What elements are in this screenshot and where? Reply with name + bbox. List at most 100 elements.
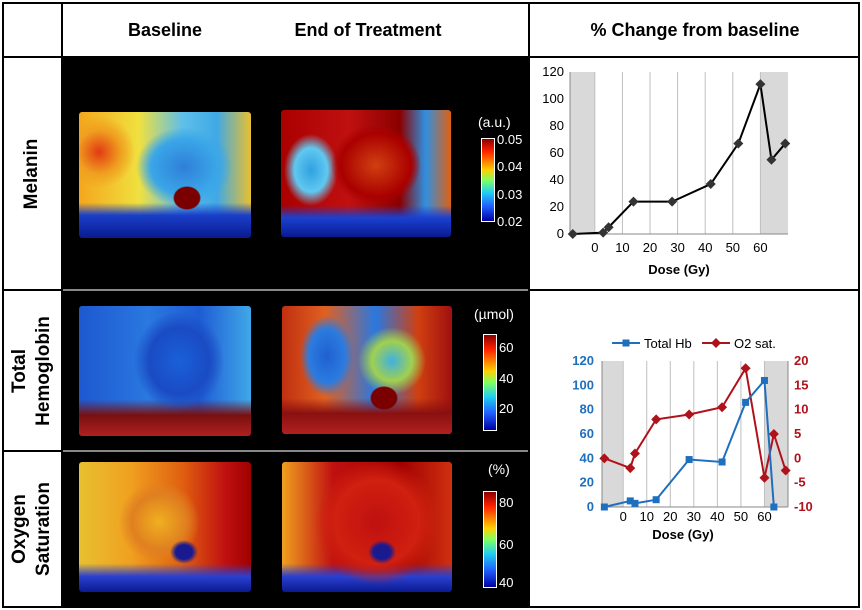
- shaded-region: [570, 72, 595, 234]
- o2-data-point: [717, 402, 728, 413]
- hb-data-point: [631, 499, 639, 507]
- hb-o2-pct-change-chart: 0 20 40 60 80 100 120 -10 -5 0 5 10 15 20 0 10 20 30 40 50 6…: [572, 336, 813, 542]
- legend-marker-hb: [622, 339, 630, 347]
- hb-data-point: [770, 503, 778, 511]
- y-tick-label: 120: [542, 64, 564, 79]
- o2-data-point: [780, 465, 791, 476]
- x-tick-label: 50: [726, 240, 740, 255]
- oxygen-baseline-map: [79, 462, 251, 592]
- x-tick-label: 60: [757, 509, 771, 524]
- x-tick-label: 0: [591, 240, 598, 255]
- o2-data-point: [625, 463, 636, 474]
- o2-data-point: [684, 409, 695, 420]
- melanin-colorbar: [481, 138, 495, 222]
- y-tick-label-left: 60: [580, 426, 594, 441]
- y-tick-label-left: 80: [580, 402, 594, 417]
- corner-cell: [2, 2, 63, 58]
- hemoglobin-colorbar-unit: (µmol): [474, 306, 514, 322]
- hb-data-point: [685, 456, 693, 464]
- hb-data-point: [742, 398, 750, 406]
- data-point: [755, 79, 766, 90]
- y-tick-label-left: 40: [580, 450, 594, 465]
- oxygen-colorbar-tick: 80: [499, 495, 514, 510]
- row-label-hemoglobin: Total Hemoglobin: [9, 316, 54, 426]
- data-point: [766, 154, 777, 165]
- header-baseline: Baseline: [127, 20, 203, 40]
- hemoglobin-colorbar-tick: 60: [499, 340, 514, 355]
- melanin-colorbar-tick: 0.05: [497, 132, 523, 147]
- x-tick-label: 0: [620, 509, 627, 524]
- oxygen-colorbar: [483, 491, 497, 588]
- o2-data-point: [599, 453, 610, 464]
- gray-separator: [63, 289, 528, 291]
- hemoglobin-colorbar: [483, 334, 497, 431]
- legend-label-o2: O2 sat.: [734, 336, 776, 351]
- melanin-colorbar-tick: 0.04: [497, 159, 523, 174]
- y-tick-label-left: 100: [572, 377, 594, 392]
- oxygen-colorbar-tick: 40: [499, 575, 514, 590]
- data-point: [705, 179, 716, 190]
- o2-data-point: [768, 429, 779, 439]
- hemoglobin-colorbar-tick: 40: [499, 371, 514, 386]
- y-tick-label: 60: [550, 145, 564, 160]
- hb-data-point: [760, 376, 768, 384]
- oxygen-end-map: [282, 462, 452, 592]
- hemoglobin-baseline-map: [79, 306, 251, 436]
- hb-data-point: [626, 497, 634, 505]
- row-label-melanin: Melanin: [21, 138, 42, 210]
- hb-data-point: [718, 458, 726, 466]
- x-axis-label: Dose (Gy): [648, 262, 709, 277]
- hb-o2-chart-cell: [528, 289, 860, 608]
- y-tick-label-left: 120: [572, 353, 594, 368]
- legend-label-hb: Total Hb: [644, 336, 692, 351]
- data-point: [598, 227, 609, 238]
- o2-data-point: [740, 363, 751, 374]
- x-tick-label: 10: [615, 240, 629, 255]
- x-tick-label: 20: [643, 240, 657, 255]
- x-tick-label: 10: [639, 509, 653, 524]
- y-tick-label: 40: [550, 172, 564, 187]
- hemoglobin-end-map: [282, 306, 452, 434]
- shaded-region: [602, 361, 624, 507]
- y-tick-label-left: 0: [587, 499, 594, 514]
- y-tick-label-left: 20: [580, 475, 594, 490]
- x-tick-label: 50: [734, 509, 748, 524]
- hb-data-point: [652, 496, 660, 504]
- data-point: [733, 138, 744, 149]
- y-tick-label-right: 10: [794, 402, 808, 417]
- y-tick-label-right: -10: [794, 499, 813, 514]
- x-tick-label: 40: [710, 509, 724, 524]
- y-tick-label-right: 0: [794, 450, 801, 465]
- series-line: [572, 83, 787, 235]
- data-point: [567, 229, 578, 239]
- x-tick-label: 60: [753, 240, 767, 255]
- x-axis-label: Dose (Gy): [652, 527, 713, 542]
- data-point: [780, 138, 791, 149]
- melanin-colorbar-unit: (a.u.): [478, 114, 511, 130]
- data-point: [603, 222, 614, 233]
- o2-data-point: [651, 414, 662, 425]
- header-pct-change: % Change from baseline: [590, 20, 800, 40]
- gray-separator: [63, 450, 528, 452]
- shaded-region: [760, 72, 788, 234]
- row-label-oxygen: Oxygen Saturation: [9, 482, 54, 576]
- y-tick-label-right: 20: [794, 353, 808, 368]
- y-tick-label: 100: [542, 91, 564, 106]
- melanin-pct-change-chart: 0 20 40 60 80 100 120 0 10 20 30 40 50 60 Dose (Gy): [542, 64, 791, 277]
- legend-marker-o2: [711, 338, 721, 348]
- y-tick-label: 0: [557, 226, 564, 241]
- x-tick-label: 40: [698, 240, 712, 255]
- y-tick-label-right: -5: [794, 475, 806, 490]
- y-tick-label: 80: [550, 118, 564, 133]
- hemoglobin-colorbar-tick: 20: [499, 401, 514, 416]
- o2-data-point: [759, 472, 770, 483]
- o2-data-point: [629, 448, 640, 459]
- oxygen-colorbar-tick: 60: [499, 537, 514, 552]
- x-tick-label: 20: [663, 509, 677, 524]
- y-tick-label: 20: [550, 199, 564, 214]
- x-tick-label: 30: [687, 509, 701, 524]
- y-tick-label-right: 15: [794, 377, 808, 392]
- melanin-end-map: [281, 110, 451, 237]
- melanin-colorbar-tick: 0.03: [497, 187, 523, 202]
- header-end-of-treatment: End of Treatment: [294, 20, 442, 40]
